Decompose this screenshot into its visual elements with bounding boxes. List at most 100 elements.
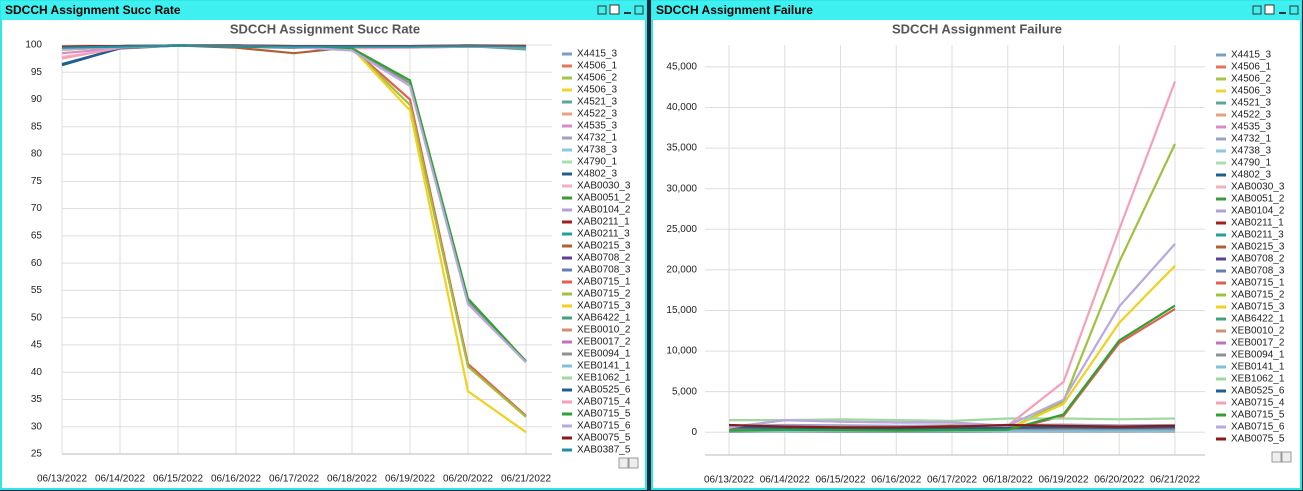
window-title: SDCCH Assignment Succ Rate — [5, 3, 181, 17]
legend-label: X4522_3 — [1231, 110, 1271, 121]
legend-label: XAB0525_6 — [577, 385, 631, 396]
x-tick-label: 06/13/2022 — [704, 475, 754, 486]
legend-label: X4506_2 — [577, 73, 617, 84]
legend-label: X4790_1 — [577, 157, 617, 168]
y-tick-label: 30 — [31, 421, 43, 432]
legend-label: X4802_3 — [577, 169, 617, 180]
y-tick-label: 25 — [31, 449, 43, 460]
legend-label: XEB0094_1 — [577, 349, 631, 360]
y-tick-label: 60 — [31, 258, 43, 269]
legend-label: XAB0387_5 — [577, 445, 631, 456]
legend-label: XEB1062_1 — [1231, 374, 1285, 385]
panel — [0, 0, 647, 490]
legend-label: XEB0094_1 — [1231, 350, 1285, 361]
legend-label: XEB0017_2 — [1231, 338, 1285, 349]
y-tick-label: 0 — [691, 427, 697, 438]
legend-label: XEB1062_1 — [577, 373, 631, 384]
series-line — [728, 423, 1176, 429]
x-tick-label: 06/14/2022 — [760, 475, 810, 486]
legend-label: XAB0715_2 — [577, 289, 631, 300]
legend-label: X4506_1 — [577, 61, 617, 72]
y-tick-label: 30,000 — [666, 183, 697, 194]
x-tick-label: 06/20/2022 — [443, 474, 493, 485]
legend-label: XAB0030_3 — [577, 181, 631, 192]
series-line — [728, 243, 1176, 429]
legend-label: X4802_3 — [1231, 170, 1271, 181]
y-tick-label: 50 — [31, 312, 43, 323]
legend-label: XEB0141_1 — [577, 361, 631, 372]
legend-label: XEB0010_2 — [1231, 326, 1285, 337]
legend-label: XAB0525_6 — [1231, 386, 1285, 397]
legend-label: XEB0010_2 — [577, 325, 631, 336]
legend-label: XAB0104_2 — [1231, 206, 1285, 217]
legend-label: X4732_1 — [577, 133, 617, 144]
legend-label: XEB0017_2 — [577, 337, 631, 348]
legend-label: XAB0708_3 — [1231, 266, 1285, 277]
legend-label: XEB0141_1 — [1231, 362, 1285, 373]
y-tick-label: 40,000 — [666, 102, 697, 113]
legend-label: XAB0715_6 — [577, 421, 631, 432]
legend-label: XAB0715_6 — [1231, 422, 1285, 433]
x-tick-label: 06/14/2022 — [95, 474, 145, 485]
x-tick-label: 06/16/2022 — [211, 474, 261, 485]
legend-label: XAB0715_5 — [577, 409, 631, 420]
x-tick-label: 06/21/2022 — [501, 474, 551, 485]
legend-label: XAB0211_1 — [577, 217, 630, 228]
legend-scroll[interactable] — [618, 457, 639, 469]
legend-label: XAB0211_1 — [1231, 218, 1284, 229]
x-tick-label: 06/13/2022 — [37, 474, 87, 485]
x-tick-label: 06/18/2022 — [327, 474, 377, 485]
y-tick-label: 90 — [31, 94, 43, 105]
legend-label: X4535_3 — [577, 121, 617, 132]
y-tick-label: 100 — [25, 40, 42, 51]
x-tick-label: 06/15/2022 — [815, 475, 865, 486]
legend-label: X4738_3 — [1231, 146, 1271, 157]
y-tick-label: 80 — [31, 149, 43, 160]
legend-label: X4506_3 — [577, 85, 617, 96]
y-tick-label: 10,000 — [666, 346, 697, 357]
y-tick-label: 25,000 — [666, 224, 697, 235]
x-tick-label: 06/20/2022 — [1094, 475, 1144, 486]
y-tick-label: 75 — [31, 176, 43, 187]
y-tick-label: 65 — [31, 231, 43, 242]
y-tick-label: 40 — [31, 367, 43, 378]
legend-label: XAB0030_3 — [1231, 182, 1285, 193]
legend-label: X4506_2 — [1231, 74, 1271, 85]
x-tick-label: 06/19/2022 — [385, 474, 435, 485]
y-tick-label: 15,000 — [666, 305, 697, 316]
legend-label: X4521_3 — [1231, 98, 1271, 109]
legend-label: XAB0104_2 — [577, 205, 631, 216]
x-tick-label: 06/15/2022 — [153, 474, 203, 485]
window-title-bar — [652, 1, 1301, 20]
legend-label: XAB0211_3 — [1231, 230, 1284, 241]
x-tick-label: 06/17/2022 — [927, 475, 977, 486]
series-line — [728, 304, 1176, 432]
legend-label: XAB0715_5 — [1231, 410, 1285, 421]
window-controls[interactable] — [1252, 4, 1299, 15]
legend-label: XAB0708_2 — [1231, 254, 1285, 265]
legend-label: XAB0715_3 — [577, 301, 631, 312]
legend-label: X4535_3 — [1231, 122, 1271, 133]
legend-label: XAB6422_1 — [577, 313, 631, 324]
y-tick-label: 45 — [31, 340, 43, 351]
legend-label: X4738_3 — [577, 145, 617, 156]
x-tick-label: 06/19/2022 — [1038, 475, 1088, 486]
legend-label: XAB6422_1 — [1231, 314, 1285, 325]
legend-label: X4790_1 — [1231, 158, 1271, 169]
window-controls[interactable] — [597, 4, 644, 15]
legend-label: XAB0708_2 — [577, 253, 631, 264]
legend-label: XAB0715_3 — [1231, 302, 1285, 313]
legend-scroll[interactable] — [1271, 451, 1292, 463]
legend-label: XAB0715_4 — [577, 397, 631, 408]
legend-label: XAB0075_5 — [577, 433, 631, 444]
y-tick-label: 35,000 — [666, 143, 697, 154]
y-tick-label: 45,000 — [666, 62, 697, 73]
legend-label: X4415_3 — [1231, 50, 1271, 61]
legend-label: XAB0715_1 — [577, 277, 631, 288]
legend-label: X4415_3 — [577, 49, 617, 60]
legend-label: XAB0715_1 — [1231, 278, 1285, 289]
legend-label: X4506_1 — [1231, 62, 1271, 73]
legend-label: XAB0075_5 — [1231, 434, 1285, 445]
legend-label: XAB0211_3 — [577, 229, 630, 240]
